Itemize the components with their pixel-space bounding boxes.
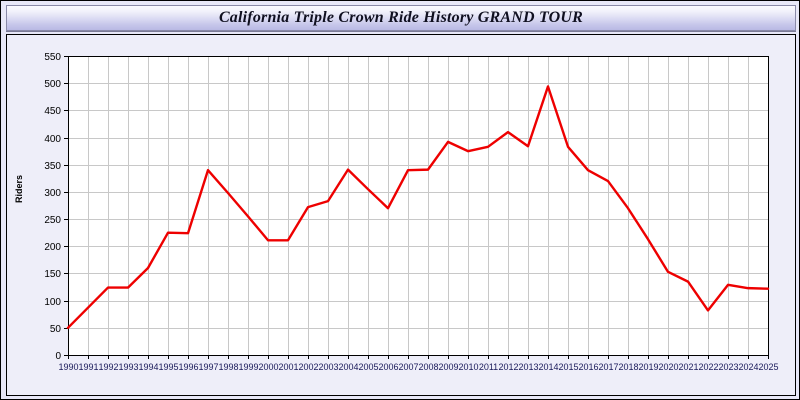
page-title: California Triple Crown Ride History GRA… [218,9,584,26]
x-tick-label: 2012 [498,362,518,372]
x-tick-label: 2023 [718,362,738,372]
y-tick-label: 450 [44,106,61,117]
y-tick-label: 500 [44,79,61,90]
x-tick-label: 2005 [358,362,378,372]
plot-background-group [68,56,768,355]
vertical-gridlines [88,56,749,355]
x-tick-label: 2017 [598,362,618,372]
x-tick-label: 1993 [118,362,138,372]
x-tick-label: 2020 [658,362,678,372]
y-axis-ticks: 0 50 100 150 200 250 300 350 400 450 500 550 [44,52,68,362]
riders-series-line [66,85,770,330]
x-tick-label: 2007 [398,362,418,372]
y-tick-label: 350 [44,161,61,172]
x-tick-label: 1992 [98,362,118,372]
x-tick-label: 2010 [458,362,478,372]
x-tick-label: 1999 [238,362,258,372]
x-tick-label: 2015 [558,362,578,372]
chart-panel: Riders 0 50 100 150 200 250 300 350 400 450 500 550… [6,34,796,396]
x-tick-label: 1994 [138,362,158,372]
x-tick-label: 1990 [58,362,78,372]
y-tick-label: 300 [44,188,61,199]
plot-area-background [68,56,768,355]
x-tick-label: 2014 [538,362,558,372]
x-tick-label: 2002 [298,362,318,372]
y-tick-label: 0 [55,351,61,362]
x-tick-label: 1998 [218,362,238,372]
x-tick-label: 2004 [338,362,358,372]
x-tick-label: 2000 [258,362,278,372]
x-tick-label: 1996 [178,362,198,372]
x-tick-label: 2025 [758,362,778,372]
x-tick-label: 1991 [78,362,98,372]
y-tick-label: 50 [50,324,62,335]
x-tick-label: 2018 [618,362,638,372]
x-axis-ticks: 1990 1991 1992 1993 1994 1995 1996 1997 1998 1999… [58,355,779,372]
x-tick-label: 2022 [698,362,718,372]
y-tick-label: 100 [44,297,61,308]
x-tick-label: 2013 [518,362,538,372]
x-tick-label: 2011 [479,362,498,372]
x-tick-label: 2006 [378,362,398,372]
x-tick-label: 2019 [638,362,658,372]
x-tick-label: 1995 [158,362,178,372]
y-tick-label: 250 [44,215,61,226]
x-tick-label: 1997 [198,362,218,372]
window-title-bar: California Triple Crown Ride History GRA… [6,5,796,31]
x-tick-label: 2009 [438,362,458,372]
y-tick-label: 200 [44,242,61,253]
x-tick-label: 2003 [318,362,338,372]
y-tick-label: 150 [44,269,61,280]
y-tick-label: 550 [44,52,61,63]
x-tick-label: 2016 [578,362,598,372]
x-tick-label: 2021 [678,362,698,372]
x-tick-label: 2001 [278,362,298,372]
y-tick-label: 400 [44,134,61,145]
axis-lines-group [68,56,769,356]
x-tick-label: 2008 [418,362,438,372]
x-tick-label: 2024 [738,362,758,372]
